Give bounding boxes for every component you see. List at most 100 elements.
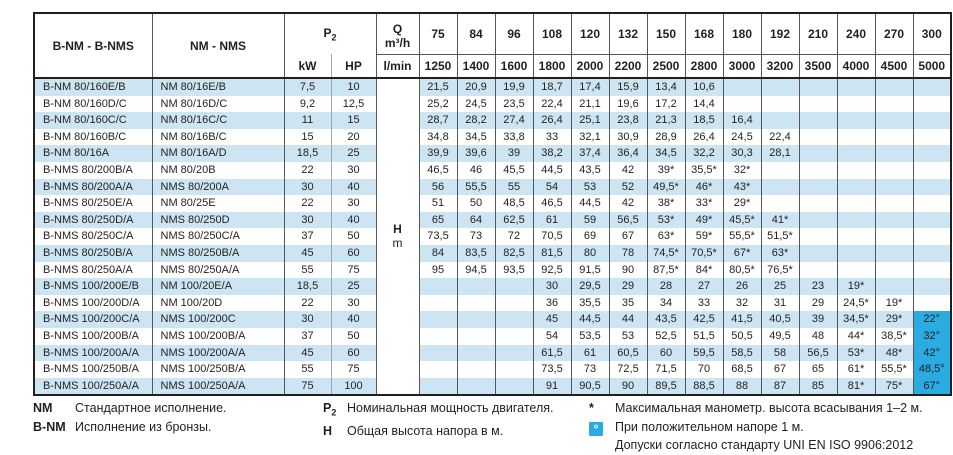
- head-value-cell: [494, 377, 533, 396]
- head-value-cell: 26,4: [532, 112, 571, 129]
- head-value-cell: 19,6: [608, 95, 647, 113]
- head-value-cell: 59*: [684, 228, 723, 245]
- head-value-cell: [836, 112, 875, 129]
- head-value-cell: 44,5: [570, 195, 609, 212]
- head-value-cell: 84: [418, 244, 457, 262]
- kw-value-cell: 30: [283, 311, 331, 328]
- head-value-cell: 90: [608, 261, 647, 279]
- head-value-cell: 65: [798, 361, 837, 378]
- pump-performance-table: B-NM - B-NMS NM - NMS P2 Q m³/h 75 84 96 10…: [33, 12, 952, 397]
- head-value-cell: 43*: [722, 178, 761, 196]
- head-value-cell: 39: [798, 311, 837, 328]
- model-bnm-cell: B-NM 80/160B/C: [33, 128, 152, 146]
- legend-item: B-NM Исполнение из бронзы.: [33, 418, 313, 437]
- header-flow-m3h-cell: 180: [722, 13, 761, 55]
- head-value-cell: 71,5: [646, 361, 685, 378]
- header-flow-m3h-cell: 300: [912, 13, 951, 55]
- model-nm-cell: NM 100/20E/A: [151, 278, 284, 295]
- head-value-cell: 23: [798, 278, 837, 295]
- head-value-cell: 39: [494, 145, 533, 162]
- header-flow-m3h-cell: 84: [456, 13, 495, 55]
- head-value-cell: 78: [608, 244, 647, 262]
- table-row: B-NM 80/16A NM 80/16A/D 18,5 25 39,9 39,6 39 38…: [33, 145, 951, 162]
- head-value-cell: 51: [418, 195, 457, 212]
- header-flow-lmin-cell: 3500: [798, 54, 837, 79]
- head-value-cell: [912, 95, 951, 113]
- head-value-cell: 29,5: [570, 278, 609, 295]
- kw-value-cell: 18,5: [283, 145, 331, 162]
- model-nm-cell: NM 80/16A/D: [151, 145, 284, 162]
- head-value-cell: [912, 244, 951, 262]
- head-value-cell: 41,5: [722, 311, 761, 328]
- head-value-cell: [494, 344, 533, 362]
- header-flow-m3h-cell: 108: [532, 13, 571, 55]
- head-value-cell: 80: [570, 244, 609, 262]
- model-bnm-cell: B-NM 80/16A: [33, 145, 152, 162]
- head-value-cell: 30: [532, 278, 571, 295]
- head-value-cell: 32,1: [570, 128, 609, 146]
- head-value-cell: 25,2: [418, 95, 457, 113]
- head-value-cell: 16,4: [722, 112, 761, 129]
- head-value-cell: 24,5: [456, 95, 495, 113]
- head-value-cell: 89,5: [646, 377, 685, 396]
- head-value-cell: 58: [760, 344, 799, 362]
- head-value-cell: 44,5: [532, 161, 571, 179]
- head-value-cell: 90: [608, 377, 647, 396]
- hp-value-cell: 25: [330, 278, 376, 295]
- header-flow-m3h-cell: 75: [418, 13, 457, 55]
- model-nm-cell: NMS 100/250B/A: [151, 361, 284, 378]
- head-value-cell: 75*: [874, 377, 913, 396]
- head-value-cell: 32°: [912, 327, 951, 345]
- kw-value-cell: 22: [283, 195, 331, 212]
- kw-value-cell: 37: [283, 327, 331, 345]
- table-row: B-NMS 80/250C/A NMS 80/250C/A 37 50 73,5 73 72…: [33, 228, 951, 245]
- model-bnm-cell: B-NMS 80/200B/A: [33, 161, 152, 179]
- head-value-cell: 44*: [836, 327, 875, 345]
- head-unit-label: m: [392, 235, 403, 250]
- head-value-cell: [912, 128, 951, 146]
- head-label: H: [393, 221, 402, 236]
- head-value-cell: 25,1: [570, 112, 609, 129]
- head-value-cell: 48,5°: [912, 361, 951, 378]
- head-value-cell: 67: [608, 228, 647, 245]
- head-value-cell: 81,5: [532, 244, 571, 262]
- header-q-m3h: Q m³/h: [375, 13, 419, 55]
- table-row: B-NMS 80/200A/A NMS 80/200A 30 40 56 55,5 55 54…: [33, 178, 951, 196]
- head-value-cell: 24,5: [722, 128, 761, 146]
- legend-term: B-NM: [33, 418, 75, 437]
- model-bnm-cell: B-NMS 100/200C/A: [33, 311, 152, 328]
- head-value-cell: 83,5: [456, 244, 495, 262]
- header-flow-m3h-cell: 210: [798, 13, 837, 55]
- table-row: B-NMS 80/250E/A NM 80/25E 22 30 51 50 48,5 46,5…: [33, 195, 951, 212]
- legend-term-text: NM: [33, 401, 53, 415]
- head-value-cell: 49,5*: [646, 178, 685, 196]
- header-hp: HP: [330, 54, 376, 79]
- head-value-cell: 91: [532, 377, 571, 396]
- head-value-cell: [760, 178, 799, 196]
- model-bnm-cell: B-NMS 100/200E/B: [33, 278, 152, 295]
- head-value-cell: 82,5: [494, 244, 533, 262]
- head-value-cell: 22,4: [532, 95, 571, 113]
- head-value-cell: 44,5: [570, 311, 609, 328]
- table-row: B-NMS 80/250A/A NMS 80/250A/A 55 75 95 94,5 93…: [33, 261, 951, 279]
- head-value-cell: 88,5: [684, 377, 723, 396]
- kw-value-cell: 9,2: [283, 95, 331, 113]
- head-value-cell: 39,6: [456, 145, 495, 162]
- hp-value-cell: 30: [330, 195, 376, 212]
- model-nm-cell: NMS 100/250A/A: [151, 377, 284, 396]
- kw-value-cell: 11: [283, 112, 331, 129]
- head-value-cell: [836, 178, 875, 196]
- hp-value-cell: 10: [330, 78, 376, 96]
- model-bnm-cell: B-NMS 100/200A/A: [33, 344, 152, 362]
- head-value-cell: 65: [418, 211, 457, 229]
- head-value-cell: 18,5: [684, 112, 723, 129]
- head-value-cell: 87,5*: [646, 261, 685, 279]
- head-value-cell: 21,1: [570, 95, 609, 113]
- model-nm-cell: NM 80/16E/B: [151, 78, 284, 96]
- head-value-cell: 62,5: [494, 211, 533, 229]
- head-value-cell: 54: [532, 327, 571, 345]
- head-value-cell: 58,5: [722, 344, 761, 362]
- head-value-cell: 59: [570, 211, 609, 229]
- head-value-cell: [874, 195, 913, 212]
